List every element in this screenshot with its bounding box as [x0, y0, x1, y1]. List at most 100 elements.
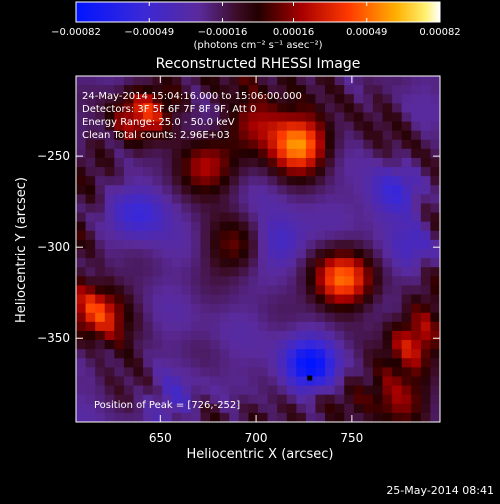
heatmap-cell [85, 130, 96, 141]
heatmap-cell [411, 139, 422, 150]
heatmap-cell [392, 157, 403, 168]
heatmap-cell [372, 285, 383, 295]
heatmap-cell [200, 276, 211, 286]
heatmap-cell [152, 239, 163, 250]
heatmap-cell [363, 249, 374, 259]
heatmap-cell [210, 94, 221, 104]
heatmap-cell [325, 76, 336, 86]
heatmap-cell [286, 176, 297, 186]
heatmap-cell [133, 358, 144, 368]
heatmap-cell [267, 121, 278, 132]
heatmap-cell [200, 239, 211, 250]
heatmap-cell [171, 103, 182, 113]
heatmap-cell [152, 167, 163, 177]
heatmap-cell [363, 294, 374, 305]
heatmap-cell [401, 121, 412, 132]
heatmap-cell [325, 321, 336, 332]
heatmap-cell [190, 148, 201, 159]
heatmap-cell [420, 267, 431, 277]
heatmap-cell [219, 185, 230, 195]
heatmap-cell [190, 221, 201, 232]
heatmap-cell [430, 303, 441, 314]
heatmap-cell [229, 185, 240, 195]
heatmap-cell [363, 321, 374, 332]
heatmap-cell [401, 230, 412, 241]
heatmap-cell [353, 121, 364, 132]
heatmap-cell [85, 330, 96, 341]
heatmap-cell [258, 321, 268, 332]
heatmap-cell [420, 321, 431, 332]
heatmap-cell [123, 94, 134, 104]
heatmap-cell [315, 76, 326, 86]
heatmap-cell [76, 258, 86, 268]
heatmap-cell [190, 349, 201, 359]
heatmap-cell [325, 121, 336, 132]
heatmap-cell [411, 312, 422, 323]
heatmap-cell [248, 185, 259, 195]
heatmap-cell [401, 367, 412, 377]
heatmap-cell [190, 267, 201, 277]
heatmap-cell [411, 230, 422, 241]
heatmap-cell [392, 321, 403, 332]
heatmap-cell [210, 312, 221, 323]
heatmap-cell [411, 112, 422, 122]
heatmap-cell [344, 221, 355, 232]
heatmap-cell [152, 258, 163, 268]
heatmap-cell [315, 285, 326, 295]
heatmap-cell [344, 203, 355, 213]
heatmap-cell [401, 212, 412, 223]
heatmap-cell [305, 303, 316, 314]
heatmap-cell [401, 385, 412, 396]
heatmap-cell [296, 385, 307, 396]
heatmap-cell [430, 376, 441, 386]
heatmap-cell [143, 330, 154, 341]
heatmap-cell [411, 157, 422, 168]
heatmap-cell [392, 185, 403, 195]
heatmap-cell [210, 285, 221, 295]
heatmap-cell [277, 321, 288, 332]
heatmap-cell [305, 285, 316, 295]
heatmap-cell [382, 340, 393, 350]
heatmap-cell [76, 76, 86, 86]
heatmap-cell [123, 367, 134, 377]
heatmap-cell [392, 139, 403, 150]
heatmap-cell [420, 303, 431, 314]
heatmap-cell [267, 385, 278, 396]
x-axis-label: Heliocentric X (arcsec) [187, 447, 334, 462]
heatmap-cell [353, 148, 364, 159]
heatmap-cell [85, 249, 96, 259]
heatmap-cell [353, 203, 364, 213]
heatmap-cell [95, 148, 106, 159]
heatmap-cell [363, 412, 374, 423]
heatmap-cell [363, 85, 374, 95]
heatmap-cell [219, 385, 230, 396]
heatmap-cell [133, 185, 144, 195]
heatmap-cell [190, 285, 201, 295]
heatmap-cell [325, 312, 336, 323]
heatmap-cell [190, 403, 201, 414]
heatmap-cell [238, 330, 249, 341]
heatmap-cell [325, 130, 336, 141]
heatmap-cell [229, 112, 240, 122]
heatmap-cell [430, 148, 441, 159]
heatmap-cell [162, 203, 173, 213]
heatmap-cell [430, 285, 441, 295]
heatmap-cell [104, 212, 115, 223]
heatmap-cell [248, 239, 259, 250]
heatmap-cell [85, 267, 96, 277]
heatmap-cell [171, 330, 182, 341]
annotation-line: Detectors: 3F 5F 6F 7F 8F 9F, Att 0 [82, 104, 256, 115]
heatmap-cell [190, 194, 201, 204]
heatmap-cell [95, 394, 106, 405]
heatmap-cell [286, 258, 297, 268]
heatmap-cell [363, 385, 374, 396]
heatmap-cell [162, 303, 173, 314]
heatmap-cell [392, 349, 403, 359]
heatmap-cell [133, 130, 144, 141]
heatmap-cells [76, 76, 441, 423]
heatmap-cell [162, 221, 173, 232]
heatmap-cell [286, 230, 297, 241]
heatmap-cell [296, 239, 307, 250]
heatmap-cell [143, 376, 154, 386]
heatmap-cell [401, 103, 412, 113]
